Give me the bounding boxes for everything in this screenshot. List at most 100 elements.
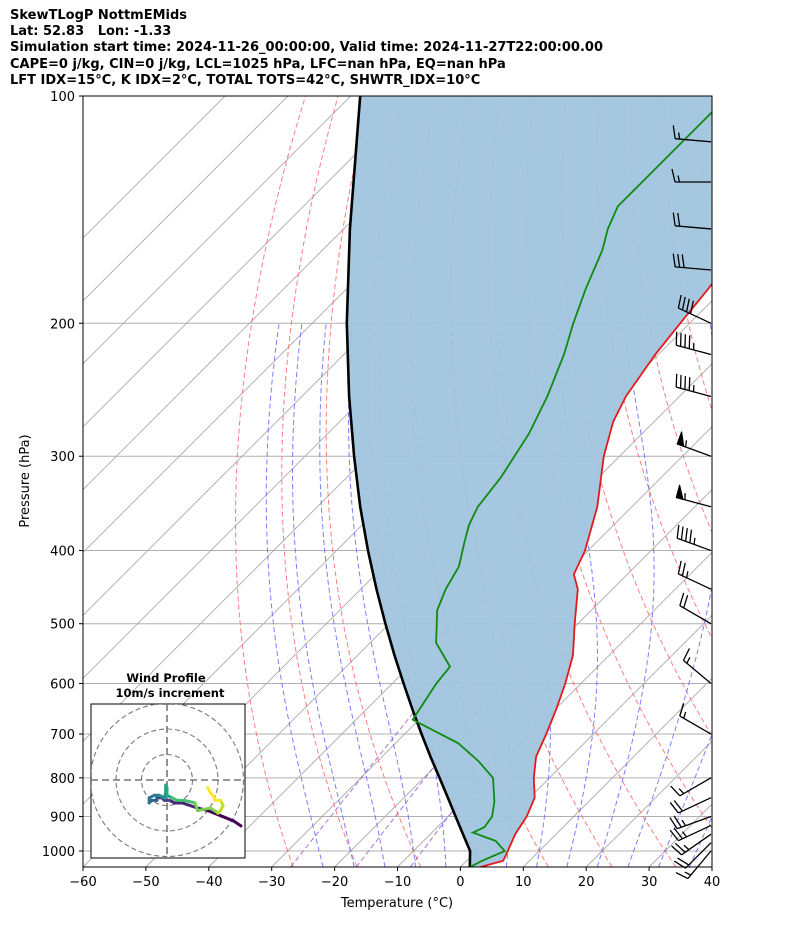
wind-barb-staff — [687, 850, 712, 879]
wind-barb-full — [677, 560, 682, 575]
hodograph-trace-segment — [208, 806, 220, 815]
wind-barb-full — [672, 125, 676, 139]
wind-barb-full — [685, 298, 690, 313]
isotherm-line — [83, 96, 226, 239]
wind-barb-staff — [675, 138, 712, 143]
dry-adiabat-line — [596, 96, 712, 640]
wind-barb-half — [677, 175, 681, 183]
moist-adiabat-line — [596, 323, 655, 867]
hodograph-trace-segment — [219, 814, 235, 823]
y-tick-label: 100 — [50, 90, 75, 105]
isotherm-line — [83, 96, 352, 365]
hodograph-subtitle: 10m/s increment — [116, 686, 225, 700]
hodograph-trace-segment — [206, 786, 212, 795]
wind-barb-full — [689, 300, 695, 314]
x-tick-label: 20 — [578, 875, 595, 890]
wind-barb-half — [685, 571, 689, 578]
isotherm-line — [460, 614, 712, 867]
wind-barb-half — [686, 657, 691, 664]
wind-barb-full — [682, 648, 691, 661]
wind-barb-flag — [676, 431, 685, 448]
moist-adiabat-line — [627, 323, 712, 867]
wind-barb-full — [684, 528, 688, 542]
wind-barb — [675, 850, 712, 880]
wind-barb-half — [684, 871, 692, 876]
wind-barb-staff — [678, 573, 712, 590]
x-tick-label: 30 — [641, 875, 658, 890]
wind-barb-half — [683, 711, 687, 719]
wind-barb-full — [672, 253, 676, 267]
wind-barb-half — [678, 788, 685, 795]
wind-barb — [677, 294, 712, 324]
wind-barb-full — [689, 529, 693, 543]
wind-barb — [670, 777, 712, 797]
moist-adiabat-line — [720, 323, 794, 867]
mixing-ratio-line — [290, 683, 438, 867]
x-tick-label: −10 — [384, 875, 411, 890]
y-tick-label: 900 — [50, 810, 75, 825]
wind-barb-full — [679, 592, 685, 606]
x-tick-label: 10 — [515, 875, 532, 890]
wind-barb-full — [672, 212, 676, 226]
wind-barb-full — [683, 595, 689, 609]
wind-barb-staff — [676, 815, 712, 830]
isotherm-line — [83, 96, 415, 428]
wind-barb-half — [683, 844, 690, 851]
chart-times: Simulation start time: 2024-11-26_00:00:… — [10, 40, 603, 55]
wind-barb-full — [669, 817, 678, 830]
wind-barb-full — [676, 524, 680, 539]
dry-adiabat-line — [729, 96, 794, 867]
wind-barb — [676, 431, 712, 457]
wind-barb — [675, 484, 712, 508]
chart-cape-line: CAPE=0 j/kg, CIN=0 j/kg, LCL=1025 hPa, L… — [10, 57, 506, 72]
wind-barb — [675, 331, 712, 356]
wind-barb-staff — [676, 344, 712, 356]
wind-barb-staff — [678, 824, 712, 842]
isotherm-line — [711, 866, 712, 867]
wind-barb-full — [679, 703, 685, 717]
hodograph-inset — [90, 703, 246, 859]
chart-location: Lat: 52.83 Lon: -1.33 — [10, 24, 172, 39]
wind-barb-full — [669, 829, 679, 842]
wind-barb-half — [681, 831, 688, 838]
wind-barb-staff — [681, 833, 712, 856]
wind-barb-staff — [678, 797, 712, 814]
isotherm-line — [83, 96, 477, 491]
wind-barb-full — [673, 815, 682, 828]
chart-indices-line: LFT IDX=15°C, K IDX=2°C, TOTAL TOTS=42°C… — [10, 73, 481, 88]
x-tick-label: −60 — [69, 875, 96, 890]
wind-barb-full — [681, 296, 686, 311]
wind-barb-full — [673, 827, 683, 840]
wind-barb-staff — [675, 225, 712, 230]
wind-barb-half — [678, 132, 681, 140]
y-tick-label: 800 — [50, 772, 75, 787]
wind-barb — [682, 648, 712, 685]
wind-barb-half — [684, 440, 688, 448]
x-tick-label: 0 — [456, 875, 464, 890]
hodograph-trace-segment — [206, 809, 223, 818]
x-tick-label: −50 — [132, 875, 159, 890]
wind-barb-half — [693, 537, 696, 545]
wind-barb-full — [669, 802, 679, 814]
wind-barb-staff — [679, 777, 712, 797]
mixing-ratio-line — [355, 683, 500, 867]
wind-barb-staff — [683, 659, 712, 685]
x-tick-label: −20 — [321, 875, 348, 890]
moist-adiabat-line — [265, 323, 324, 867]
wind-barb — [669, 824, 712, 842]
wind-barb — [672, 212, 712, 230]
wind-barb-full — [677, 294, 682, 309]
moist-adiabat-line — [688, 815, 712, 867]
wind-barb-full — [677, 253, 681, 268]
isotherm-line — [83, 96, 289, 302]
wind-barb-full — [673, 800, 683, 812]
wind-barb-staff — [675, 266, 712, 271]
dry-adiabat-line — [235, 96, 306, 867]
wind-barb — [671, 168, 711, 183]
isotherm-line — [522, 677, 712, 867]
y-tick-label: 400 — [50, 545, 75, 560]
y-tick-label: 1000 — [42, 845, 75, 860]
wind-barb-full — [675, 871, 689, 880]
wind-barb — [669, 797, 712, 814]
moist-adiabat-line — [292, 323, 355, 867]
